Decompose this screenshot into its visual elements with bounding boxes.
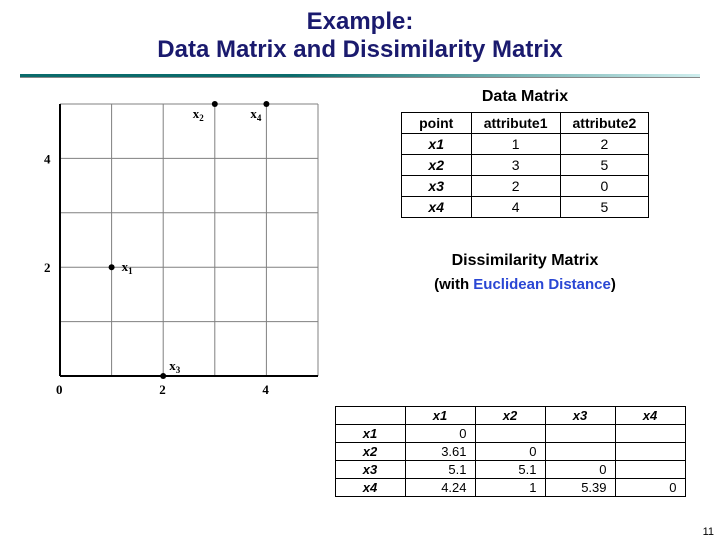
value-cell: 5 bbox=[560, 155, 649, 176]
point-cell: x3 bbox=[401, 176, 471, 197]
value-cell: 5.39 bbox=[545, 479, 615, 497]
value-cell: 5 bbox=[560, 197, 649, 218]
slide-title: Example: Data Matrix and Dissimilarity M… bbox=[0, 0, 720, 70]
svg-text:x2: x2 bbox=[193, 106, 205, 123]
value-cell: 5.1 bbox=[405, 461, 475, 479]
content-area: 02424x1x2x3x4 Data Matrix pointattribute… bbox=[0, 78, 720, 518]
svg-text:x4: x4 bbox=[250, 106, 262, 123]
table-row: x10 bbox=[335, 425, 685, 443]
svg-text:0: 0 bbox=[56, 382, 63, 397]
svg-text:2: 2 bbox=[44, 260, 51, 275]
svg-text:2: 2 bbox=[159, 382, 166, 397]
row-header: x4 bbox=[335, 479, 405, 497]
page-number: 11 bbox=[703, 526, 714, 538]
row-header: x1 bbox=[335, 425, 405, 443]
data-matrix-col-header: attribute1 bbox=[471, 113, 560, 134]
dissim-col-header: x3 bbox=[545, 407, 615, 425]
table-row: x44.2415.390 bbox=[335, 479, 685, 497]
value-cell bbox=[545, 443, 615, 461]
table-row: x320 bbox=[401, 176, 649, 197]
point-cell: x4 bbox=[401, 197, 471, 218]
value-cell: 4 bbox=[471, 197, 560, 218]
dissim-col-header: x1 bbox=[405, 407, 475, 425]
value-cell bbox=[615, 461, 685, 479]
dissim-header-row: x1x2x3x4 bbox=[335, 407, 685, 425]
dissim-body: x10x23.610x35.15.10x44.2415.390 bbox=[335, 425, 685, 497]
value-cell bbox=[475, 425, 545, 443]
value-cell: 0 bbox=[475, 443, 545, 461]
scatter-svg: 0 2 4 2 4 x1 x2 x3 x4 bbox=[28, 94, 328, 404]
point-cell: x1 bbox=[401, 134, 471, 155]
corner-cell bbox=[335, 407, 405, 425]
subtitle-prefix: (with bbox=[434, 276, 473, 293]
data-matrix-heading: Data Matrix bbox=[350, 88, 700, 106]
dissim-col-header: x2 bbox=[475, 407, 545, 425]
title-line-2: Data Matrix and Dissimilarity Matrix bbox=[0, 36, 720, 64]
dissim-col-header: x4 bbox=[615, 407, 685, 425]
value-cell: 1 bbox=[475, 479, 545, 497]
subtitle-highlight: Euclidean Distance bbox=[473, 276, 611, 293]
point-cell: x2 bbox=[401, 155, 471, 176]
value-cell: 0 bbox=[545, 461, 615, 479]
right-column: Data Matrix pointattribute1attribute2 x1… bbox=[350, 78, 700, 297]
value-cell bbox=[615, 443, 685, 461]
value-cell: 0 bbox=[615, 479, 685, 497]
data-matrix-col-header: attribute2 bbox=[560, 113, 649, 134]
data-matrix-header-row: pointattribute1attribute2 bbox=[401, 113, 649, 134]
svg-text:x3: x3 bbox=[169, 358, 181, 375]
value-cell: 5.1 bbox=[475, 461, 545, 479]
value-cell: 2 bbox=[560, 134, 649, 155]
table-row: x235 bbox=[401, 155, 649, 176]
data-matrix-body: x112x235x320x445 bbox=[401, 134, 649, 218]
value-cell: 4.24 bbox=[405, 479, 475, 497]
data-matrix-col-header: point bbox=[401, 113, 471, 134]
table-row: x23.610 bbox=[335, 443, 685, 461]
value-cell bbox=[545, 425, 615, 443]
value-cell: 0 bbox=[405, 425, 475, 443]
scatter-plot: 0 2 4 2 4 x1 x2 x3 x4 bbox=[28, 94, 328, 404]
dissim-table: x1x2x3x4 x10x23.610x35.15.10x44.2415.390 bbox=[335, 406, 686, 497]
data-matrix-table: pointattribute1attribute2 x112x235x320x4… bbox=[401, 112, 650, 218]
table-row: x112 bbox=[401, 134, 649, 155]
value-cell: 1 bbox=[471, 134, 560, 155]
row-header: x3 bbox=[335, 461, 405, 479]
dissim-heading: Dissimilarity Matrix bbox=[350, 252, 700, 270]
value-cell: 0 bbox=[560, 176, 649, 197]
value-cell: 3.61 bbox=[405, 443, 475, 461]
value-cell bbox=[615, 425, 685, 443]
value-cell: 3 bbox=[471, 155, 560, 176]
row-header: x2 bbox=[335, 443, 405, 461]
value-cell: 2 bbox=[471, 176, 560, 197]
dissim-subtitle: (with Euclidean Distance) bbox=[350, 276, 700, 293]
svg-text:x1: x1 bbox=[122, 259, 134, 276]
table-row: x445 bbox=[401, 197, 649, 218]
dissim-table-wrap: x1x2x3x4 x10x23.610x35.15.10x44.2415.390 bbox=[320, 406, 700, 497]
title-line-1: Example: bbox=[0, 8, 720, 36]
subtitle-suffix: ) bbox=[611, 276, 616, 293]
svg-text:4: 4 bbox=[262, 382, 269, 397]
svg-text:4: 4 bbox=[44, 151, 51, 166]
table-row: x35.15.10 bbox=[335, 461, 685, 479]
